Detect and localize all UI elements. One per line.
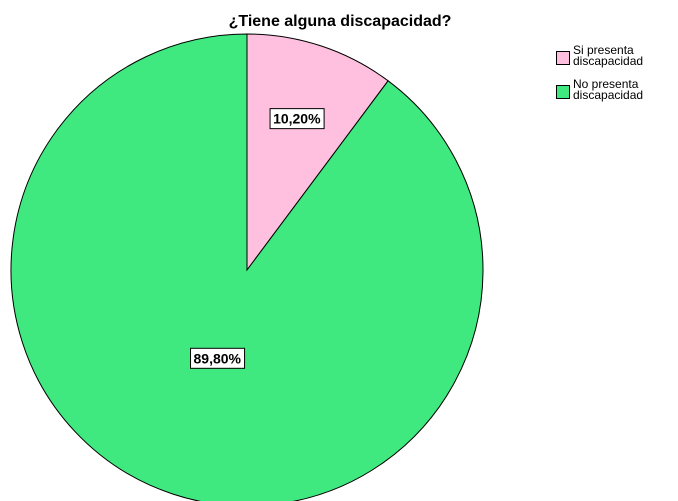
pie-slice <box>10 33 484 501</box>
value-label-box <box>190 347 246 369</box>
legend-label: No presenta discapacidad <box>573 77 644 102</box>
legend: Si presenta discapacidad No presenta disc… <box>556 43 676 113</box>
value-label: 89,80% <box>190 347 246 369</box>
legend-swatch <box>556 51 570 65</box>
chart-title: ¿Tiene alguna discapacidad? <box>229 13 452 30</box>
legend-item: No presenta discapacidad <box>556 77 676 102</box>
legend-swatch <box>556 85 570 99</box>
legend-item: Si presenta discapacidad <box>556 43 676 68</box>
value-label: 10,20% <box>269 108 325 130</box>
value-label-text: 10,20% <box>273 111 321 127</box>
value-label-text: 89,80% <box>194 350 242 366</box>
value-label-box <box>269 108 325 130</box>
pie-slice <box>246 33 389 272</box>
legend-label: Si presenta discapacidad <box>573 43 644 68</box>
